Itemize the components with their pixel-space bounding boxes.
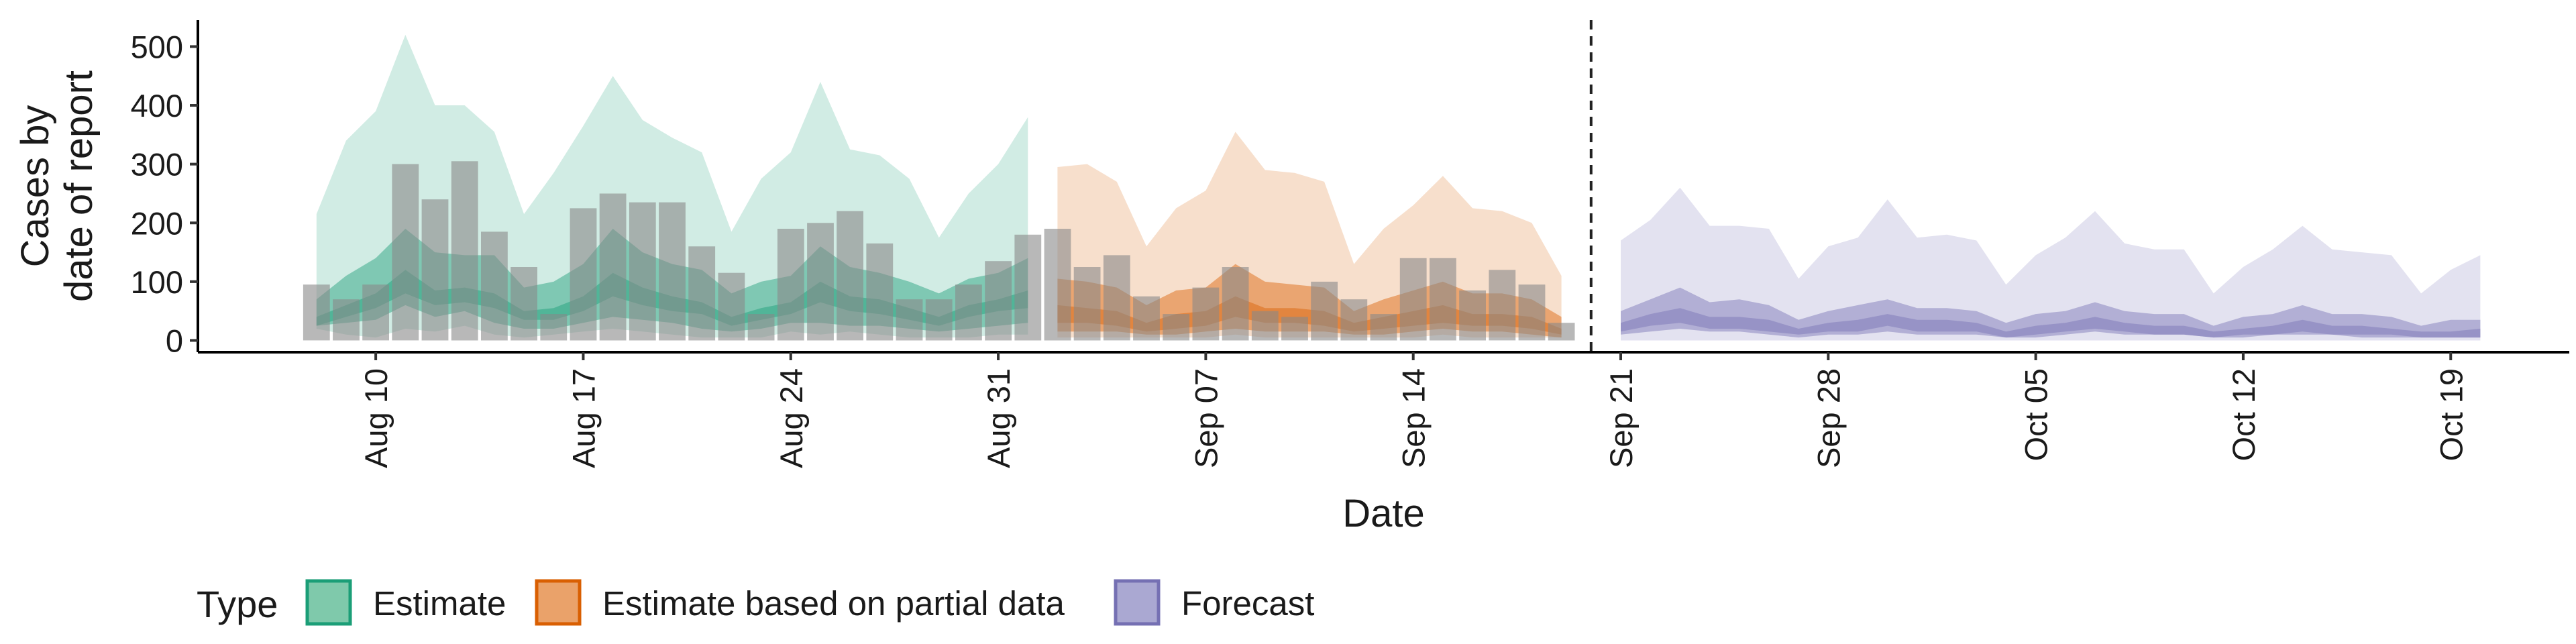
- legend-swatch-estimate: [305, 579, 352, 626]
- observed-cases-bar: [1340, 299, 1368, 341]
- observed-cases-bar: [659, 202, 686, 341]
- observed-cases-bar: [1430, 258, 1456, 341]
- observed-cases-bar: [362, 284, 389, 341]
- y-tick-label: 500: [131, 29, 183, 64]
- observed-cases-bar: [955, 284, 982, 341]
- x-tick-label: Sep 21: [1603, 368, 1639, 468]
- x-tick-label: Oct 12: [2226, 368, 2261, 461]
- observed-cases-bar: [333, 299, 360, 341]
- legend-swatch-estimate-based-on-partial-data: [535, 579, 582, 626]
- observed-cases-bar: [747, 314, 775, 341]
- legend: Type Estimate Estimate based on partial d…: [197, 579, 1314, 626]
- observed-cases-bar: [1222, 267, 1249, 341]
- x-tick-label: Sep 07: [1188, 368, 1224, 468]
- observed-cases-bar: [1044, 229, 1071, 341]
- observed-cases-bar: [777, 229, 804, 341]
- y-tick-label: 200: [131, 205, 183, 241]
- observed-cases-bar: [1133, 296, 1160, 341]
- observed-cases-bar: [1370, 314, 1397, 341]
- observed-cases-bar: [688, 246, 716, 341]
- observed-cases-bar: [1518, 284, 1546, 341]
- observed-cases-bar: [451, 161, 478, 341]
- x-tick-label: Oct 05: [2019, 368, 2054, 461]
- observed-cases-bar: [925, 299, 953, 341]
- x-tick-label: Oct 19: [2433, 368, 2469, 461]
- observed-cases-bar: [1399, 258, 1427, 341]
- observed-cases-bar: [1163, 314, 1190, 341]
- observed-cases-bar: [1192, 287, 1220, 341]
- observed-cases-bar: [1073, 267, 1101, 341]
- observed-cases-bar: [985, 261, 1012, 341]
- y-tick-label: 100: [131, 264, 183, 300]
- legend-label-estimate-based-on-partial-data: Estimate based on partial data: [602, 584, 1065, 623]
- y-tick-label: 300: [131, 147, 183, 182]
- x-tick-label: Sep 14: [1396, 368, 1432, 468]
- x-tick-label: Aug 31: [981, 368, 1016, 468]
- x-axis: Aug 10 Aug 17 Aug 24 Aug 31 Sep 07 Sep 14 Sep …: [198, 351, 2569, 468]
- observed-cases-bar: [718, 272, 745, 341]
- y-tick-label: 400: [131, 88, 183, 123]
- observed-cases-bar: [1548, 323, 1575, 341]
- legend-title: Type: [197, 583, 278, 625]
- observed-cases-bar: [1103, 255, 1130, 341]
- x-tick-label: Aug 10: [358, 368, 394, 468]
- observed-cases-bar: [1251, 311, 1279, 341]
- observed-cases-bar: [421, 199, 449, 341]
- observed-cases-bar: [540, 314, 568, 341]
- observed-cases-bar: [392, 164, 419, 341]
- y-axis: 0 100 200 300 400 500: [131, 20, 199, 358]
- observed-cases-bar: [570, 208, 597, 341]
- x-tick-label: Aug 24: [773, 368, 809, 468]
- observed-cases-bar: [837, 211, 863, 341]
- y-tick-label: 0: [166, 323, 183, 358]
- observed-cases-bar: [511, 267, 537, 341]
- observed-cases-bar: [303, 284, 330, 341]
- legend-label-forecast: Forecast: [1181, 584, 1314, 623]
- x-tick-label: Aug 17: [566, 368, 601, 468]
- x-axis-label: Date: [1342, 492, 1425, 535]
- observed-bars-layer: [303, 161, 1575, 341]
- legend-label-estimate: Estimate: [373, 584, 506, 623]
- observed-cases-bar: [1311, 281, 1338, 341]
- observed-cases-bar: [866, 243, 894, 341]
- observed-cases-bar: [629, 202, 656, 341]
- observed-cases-bar: [599, 193, 627, 341]
- observed-cases-bar: [481, 231, 508, 341]
- y-axis-label-line-2: date of report: [57, 70, 101, 302]
- x-tick-label: Sep 28: [1811, 368, 1846, 468]
- y-axis-label-line-1: Cases by: [13, 105, 57, 268]
- observed-cases-bar: [1489, 270, 1516, 341]
- legend-swatch-forecast: [1114, 579, 1161, 626]
- observed-cases-bar: [807, 223, 834, 341]
- observed-cases-bar: [896, 299, 923, 341]
- observed-cases-bar: [1014, 234, 1042, 341]
- forecast-middle-band: [1621, 287, 2481, 338]
- observed-cases-bar: [1459, 290, 1486, 341]
- observed-cases-bar: [1281, 317, 1308, 341]
- forecast-inner-band: [1621, 308, 2481, 338]
- forecast-outer-band: [1621, 187, 2481, 341]
